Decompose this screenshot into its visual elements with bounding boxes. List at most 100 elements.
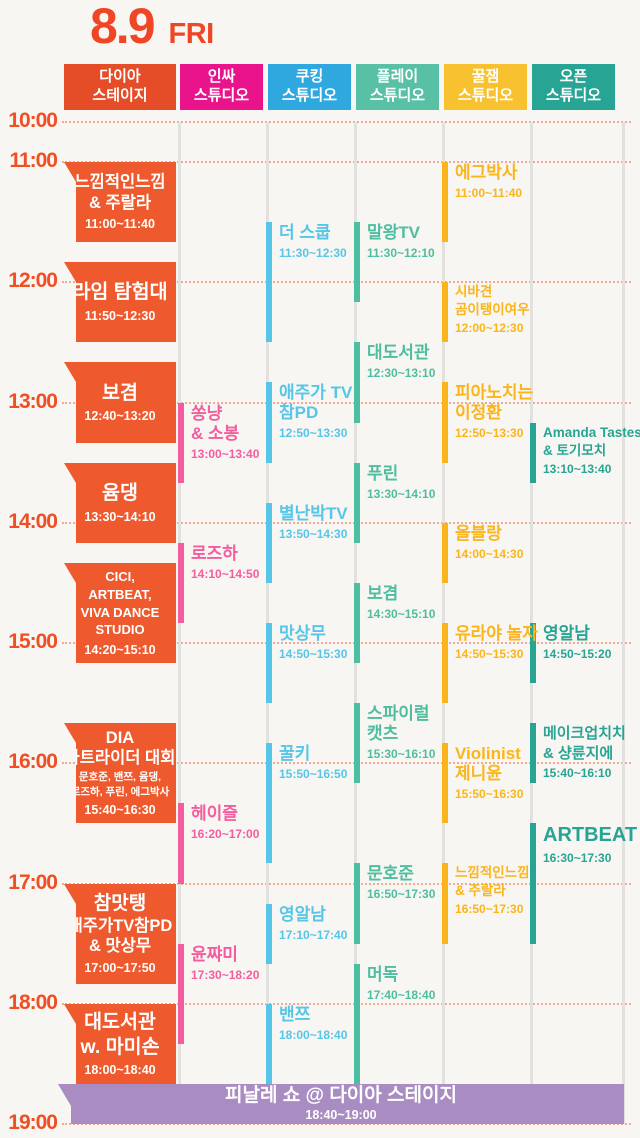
event-name: & 소봉 <box>191 424 240 444</box>
event-entry: 맛상무 14:50~15:30 <box>279 624 347 661</box>
event-entry: ARTBEAT 16:30~17:30 <box>543 824 637 865</box>
event-time: 12:00~12:30 <box>455 321 524 336</box>
event-time: 15:40~16:30 <box>84 803 156 818</box>
event-time: 14:30~15:10 <box>367 607 436 622</box>
finale-title: 피날레 쇼 @ 다이아 스테이지 <box>225 1084 457 1106</box>
event-time: 15:40~16:10 <box>543 766 612 780</box>
event-name: 라임 탐험대 <box>72 281 168 304</box>
event-name: ARTBEAT <box>543 824 638 846</box>
event-time: 13:00~13:40 <box>191 447 260 462</box>
event-time: 17:30~18:20 <box>191 968 260 983</box>
event-name: 대도서관 <box>367 343 430 362</box>
event-name: 윰댕 <box>102 482 138 505</box>
event-name: 참PD <box>279 403 319 423</box>
event-name: & 맛상무 <box>88 937 152 956</box>
event-time: 11:30~12:10 <box>367 246 435 261</box>
event-time: 11:00~11:40 <box>455 186 523 201</box>
event-name: w. 마미손 <box>80 1035 160 1058</box>
event-name: 유라야 놀자 <box>455 624 538 643</box>
event-name: VIVA DANCE STUDIO <box>80 605 160 637</box>
event-bar <box>266 1004 272 1084</box>
event-bar <box>266 743 272 863</box>
event-name: 애주가 TV <box>279 383 353 402</box>
finale-time: 18:40~19:00 <box>305 1108 377 1123</box>
event-name: 시바견 <box>455 284 493 299</box>
event-name: 에그박사 <box>455 163 518 182</box>
event-subnames: 로즈하, 푸린, 에그박사 <box>70 786 170 799</box>
event-block: 윰댕 13:30~14:10 <box>64 463 176 543</box>
event-time: 17:40~18:40 <box>367 988 436 1003</box>
event-bar <box>442 282 448 342</box>
event-name: ARTBEAT, <box>88 587 152 603</box>
column-header-label: 쿠킹 <box>295 68 324 86</box>
event-name: 보겸 <box>367 584 399 603</box>
hour-label: 18:00 <box>8 991 58 1014</box>
hour-label: 16:00 <box>8 750 58 773</box>
column-header-label: 스튜디오 <box>457 87 514 104</box>
event-name: 맛상무 <box>279 624 326 643</box>
event-entry: 머독 17:40~18:40 <box>367 965 435 1002</box>
hour-line <box>62 402 631 404</box>
event-time: 14:50~15:30 <box>279 647 348 662</box>
hour-line <box>62 161 631 163</box>
event-time: 14:10~14:50 <box>191 567 260 582</box>
event-block: CICI, ARTBEAT, VIVA DANCE STUDIO 14:20~15:1… <box>64 563 176 663</box>
column-header-6: 오픈 스튜디오 <box>532 64 615 110</box>
event-entry: Amanda Tastes & 토기모치 13:10~13:40 <box>543 424 640 476</box>
event-bar <box>442 162 448 242</box>
event-time: 13:30~14:10 <box>367 487 436 502</box>
event-name: 윤쨔미 <box>191 945 238 964</box>
column-header-label: 스튜디오 <box>369 87 426 104</box>
event-time: 15:50~16:50 <box>279 767 348 782</box>
hour-line <box>62 281 631 283</box>
event-time: 15:50~16:30 <box>455 787 524 802</box>
hour-label: 15:00 <box>8 630 58 653</box>
hour-label: 14:00 <box>8 510 58 533</box>
event-name: Violinist <box>455 744 521 763</box>
event-bar <box>442 523 448 583</box>
event-bar <box>354 342 360 423</box>
event-entry: 로즈하 14:10~14:50 <box>191 544 259 581</box>
event-name: 헤이즐 <box>191 804 238 823</box>
event-bar <box>178 543 184 623</box>
hour-line <box>62 121 631 123</box>
column-header-label: 스튜디오 <box>281 87 338 104</box>
event-bar <box>530 823 536 944</box>
event-name: 곰이탱이여우 <box>455 301 530 317</box>
event-time: 13:50~14:30 <box>279 527 348 542</box>
column-header-label: 스튜디오 <box>545 87 602 104</box>
event-time: 16:50~17:30 <box>455 902 524 917</box>
event-name: 더 스쿱 <box>279 223 331 242</box>
event-name: 로즈하 <box>191 544 238 563</box>
hour-label: 19:00 <box>8 1111 58 1134</box>
event-bar <box>266 222 272 342</box>
event-time: 16:50~17:30 <box>367 887 436 902</box>
event-name: CICI, <box>105 569 135 585</box>
event-name: 말왕TV <box>367 223 421 242</box>
event-entry: 피아노치는 이정환 12:50~13:30 <box>455 383 533 440</box>
event-bar <box>266 623 272 703</box>
event-bar <box>354 222 360 302</box>
column-header-5: 꿀잼 스튜디오 <box>444 64 527 110</box>
event-entry: 스파이럴 캣츠 15:30~16:10 <box>367 704 435 761</box>
event-entry: 헤이즐 16:20~17:00 <box>191 804 259 841</box>
event-entry: 푸린 13:30~14:10 <box>367 464 435 501</box>
event-block: 보겸 12:40~13:20 <box>64 362 176 443</box>
event-name: 머독 <box>367 965 399 984</box>
event-name: 카트라이더 대회 <box>64 749 176 768</box>
column-header-3: 쿠킹 스튜디오 <box>268 64 351 110</box>
event-name: 쏭냥 <box>191 404 223 423</box>
hour-line <box>62 642 631 644</box>
column-header-label: 꿀잼 <box>471 68 500 86</box>
event-entry: 꿀키 15:50~16:50 <box>279 744 347 781</box>
event-time: 12:50~13:30 <box>279 426 348 441</box>
event-name: & 주랄라 <box>88 193 152 212</box>
event-bar <box>354 703 360 783</box>
grid-line <box>178 122 181 1124</box>
event-time: 16:30~17:30 <box>543 850 612 865</box>
event-entry: 영알남 17:10~17:40 <box>279 905 347 942</box>
event-bar <box>354 863 360 944</box>
event-entry: 말왕TV 11:30~12:10 <box>367 223 435 260</box>
event-name: 영알남 <box>543 624 590 643</box>
event-name: 이정환 <box>455 403 502 423</box>
